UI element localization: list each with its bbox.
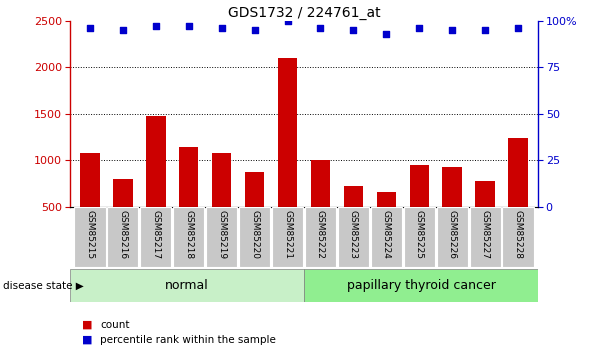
Bar — [508, 138, 528, 254]
Bar — [311, 160, 330, 254]
Bar — [212, 153, 232, 254]
Point — [250, 27, 260, 33]
Text: GSM85218: GSM85218 — [184, 210, 193, 259]
Text: GSM85226: GSM85226 — [448, 210, 457, 259]
Text: GSM85219: GSM85219 — [217, 210, 226, 259]
Bar — [437, 207, 468, 267]
Bar — [146, 116, 165, 254]
Point — [513, 26, 523, 31]
Text: GSM85215: GSM85215 — [85, 210, 94, 259]
Bar — [272, 207, 303, 267]
Bar — [107, 207, 139, 267]
Point — [184, 23, 193, 29]
Bar — [469, 207, 501, 267]
Point — [283, 18, 292, 23]
Title: GDS1732 / 224761_at: GDS1732 / 224761_at — [227, 6, 381, 20]
Text: GSM85225: GSM85225 — [415, 210, 424, 259]
Bar — [74, 207, 106, 267]
Bar — [502, 207, 534, 267]
Text: GSM85221: GSM85221 — [283, 210, 292, 259]
Bar — [173, 207, 204, 267]
Bar — [410, 165, 429, 254]
Bar — [206, 207, 237, 267]
Point — [85, 26, 95, 31]
Point — [348, 27, 358, 33]
Text: GSM85220: GSM85220 — [250, 210, 259, 259]
Text: GSM85227: GSM85227 — [481, 210, 490, 259]
Point — [118, 27, 128, 33]
Point — [447, 27, 457, 33]
Bar — [344, 186, 364, 254]
Text: GSM85228: GSM85228 — [514, 210, 523, 259]
Bar — [278, 58, 297, 254]
Text: count: count — [100, 320, 130, 330]
Text: GSM85224: GSM85224 — [382, 210, 391, 259]
Bar — [371, 207, 402, 267]
Bar — [140, 207, 171, 267]
Text: GSM85216: GSM85216 — [118, 210, 127, 259]
Text: GSM85222: GSM85222 — [316, 210, 325, 259]
Point — [415, 26, 424, 31]
Text: papillary thyroid cancer: papillary thyroid cancer — [347, 279, 496, 292]
Bar — [244, 171, 264, 254]
Bar — [179, 147, 198, 254]
Text: ■: ■ — [82, 335, 92, 345]
Point — [216, 26, 226, 31]
Text: disease state ▶: disease state ▶ — [3, 280, 84, 290]
Point — [480, 27, 490, 33]
Bar — [112, 179, 133, 254]
Bar — [376, 192, 396, 254]
Bar — [239, 207, 271, 267]
Bar — [337, 207, 369, 267]
Bar — [305, 207, 336, 267]
Text: percentile rank within the sample: percentile rank within the sample — [100, 335, 276, 345]
Bar — [475, 181, 496, 254]
Text: GSM85223: GSM85223 — [349, 210, 358, 259]
Point — [382, 31, 392, 37]
Bar — [304, 269, 538, 302]
Bar — [70, 269, 304, 302]
Bar — [80, 153, 100, 254]
Point — [316, 26, 325, 31]
Point — [151, 23, 161, 29]
Text: ■: ■ — [82, 320, 92, 330]
Bar — [443, 167, 462, 254]
Text: normal: normal — [165, 279, 209, 292]
Bar — [404, 207, 435, 267]
Text: GSM85217: GSM85217 — [151, 210, 160, 259]
